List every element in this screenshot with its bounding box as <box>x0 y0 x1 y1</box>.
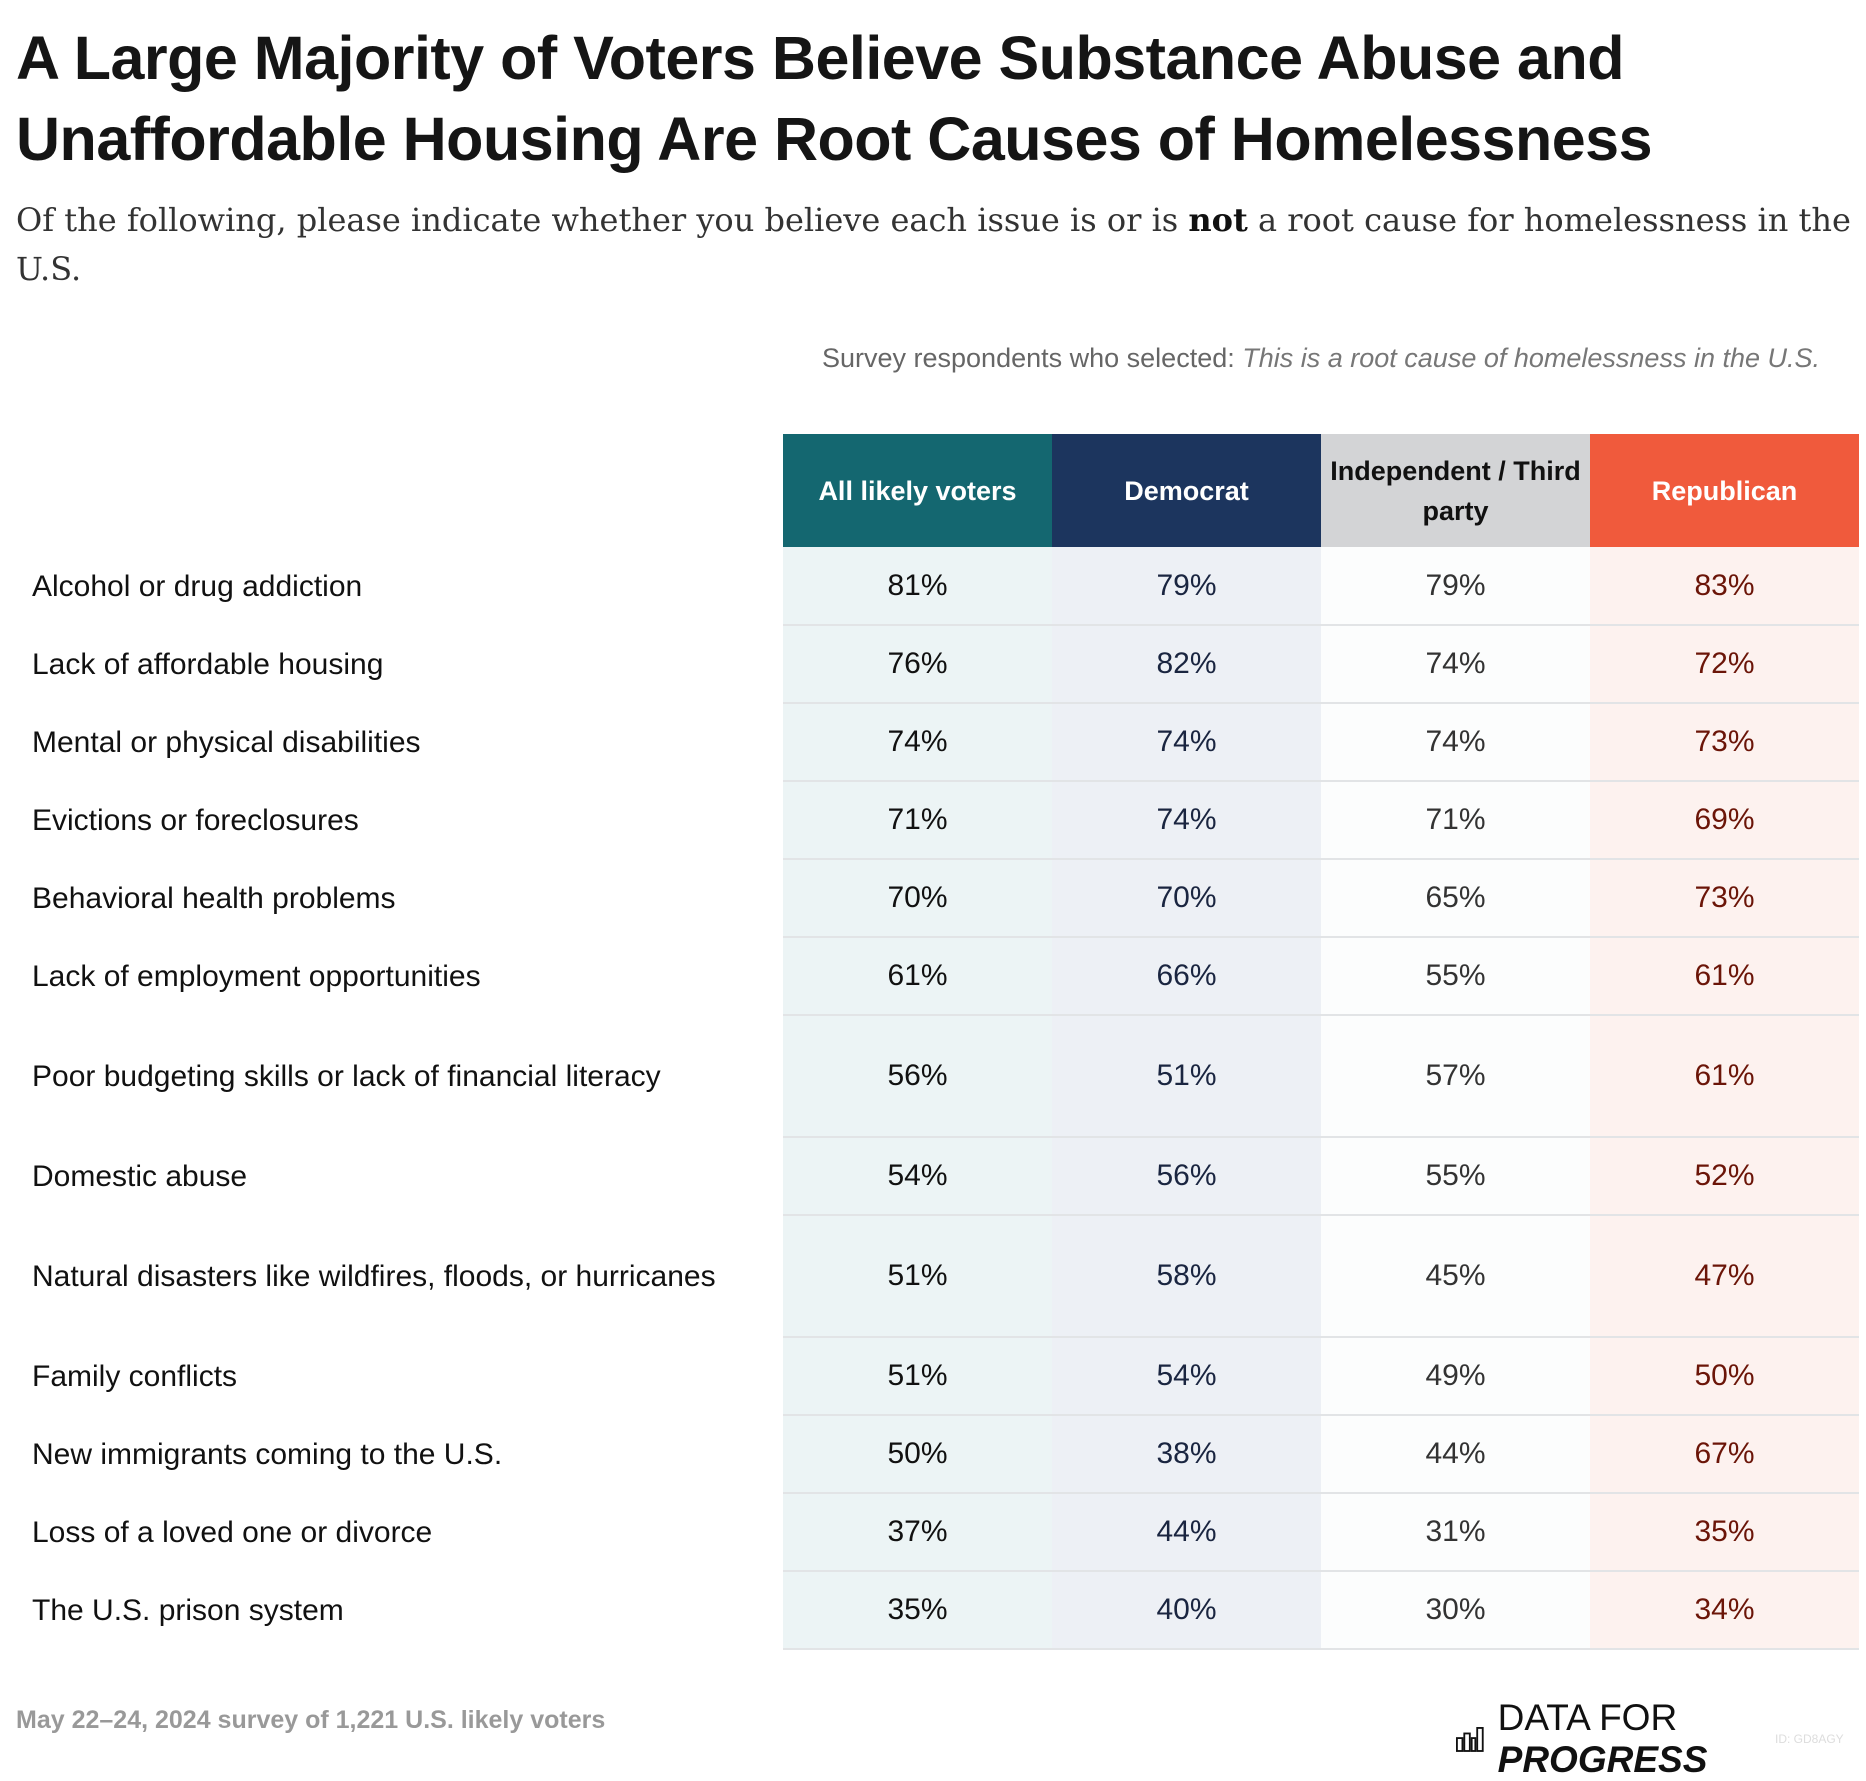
chart-title: A Large Majority of Voters Believe Subst… <box>16 24 1653 173</box>
cell-ind: 49% <box>1321 1337 1590 1416</box>
cell-dem: 56% <box>1052 1137 1321 1216</box>
subtitle-text: Of the following, please indicate whethe… <box>16 201 1189 239</box>
row-label: Lack of affordable housing <box>16 625 783 703</box>
table-row: Lack of affordable housing 76% 82% 74% 72% <box>16 625 1859 704</box>
table-row: Evictions or foreclosures 71% 74% 71% 69% <box>16 781 1859 860</box>
row-label: New immigrants coming to the U.S. <box>16 1415 783 1493</box>
table-row: Poor budgeting skills or lack of financi… <box>16 1015 1859 1138</box>
row-label: Poor budgeting skills or lack of financi… <box>16 1015 783 1137</box>
cell-all: 56% <box>783 1015 1052 1138</box>
table-row: Loss of a loved one or divorce 37% 44% 31% 3… <box>16 1493 1859 1572</box>
cell-ind: 57% <box>1321 1015 1590 1138</box>
table-row: Lack of employment opportunities 61% 66% 55… <box>16 937 1859 1016</box>
logo-text-a: DATA FOR <box>1497 1697 1678 1738</box>
table-row: New immigrants coming to the U.S. 50% 38% 4… <box>16 1415 1859 1494</box>
cell-ind: 55% <box>1321 937 1590 1016</box>
cell-dem: 58% <box>1052 1215 1321 1338</box>
table-row: The U.S. prison system 35% 40% 30% 34% <box>16 1571 1859 1650</box>
cell-dem: 40% <box>1052 1571 1321 1650</box>
cell-all: 54% <box>783 1137 1052 1216</box>
cell-ind: 55% <box>1321 1137 1590 1216</box>
table-row: Mental or physical disabilities 74% 74% 74%… <box>16 703 1859 782</box>
row-label: Domestic abuse <box>16 1137 783 1215</box>
cell-all: 81% <box>783 547 1052 626</box>
cell-rep: 73% <box>1590 859 1859 938</box>
cell-ind: 79% <box>1321 547 1590 626</box>
row-label: Natural disasters like wildfires, floods… <box>16 1215 783 1337</box>
row-label: Mental or physical disabilities <box>16 703 783 781</box>
row-label: The U.S. prison system <box>16 1571 783 1649</box>
cell-dem: 51% <box>1052 1015 1321 1138</box>
cell-dem: 79% <box>1052 547 1321 626</box>
cell-ind: 44% <box>1321 1415 1590 1494</box>
cell-rep: 34% <box>1590 1571 1859 1650</box>
blank-header <box>16 434 783 547</box>
cell-dem: 74% <box>1052 781 1321 860</box>
cell-all: 35% <box>783 1571 1052 1650</box>
cell-rep: 73% <box>1590 703 1859 782</box>
row-label: Evictions or foreclosures <box>16 781 783 859</box>
note-text: Survey respondents who selected: <box>821 343 1243 373</box>
cell-ind: 74% <box>1321 703 1590 782</box>
column-note: Survey respondents who selected: This is… <box>783 338 1859 378</box>
chart-subtitle: Of the following, please indicate whethe… <box>16 196 1856 294</box>
row-label: Loss of a loved one or divorce <box>16 1493 783 1571</box>
note-italic: This is a root cause of homelessness in … <box>1242 343 1821 373</box>
cell-ind: 65% <box>1321 859 1590 938</box>
row-label: Alcohol or drug addiction <box>16 547 783 625</box>
cell-rep: 61% <box>1590 937 1859 1016</box>
row-label: Behavioral health problems <box>16 859 783 937</box>
cell-all: 71% <box>783 781 1052 860</box>
cell-all: 51% <box>783 1337 1052 1416</box>
cell-all: 70% <box>783 859 1052 938</box>
cell-dem: 82% <box>1052 625 1321 704</box>
cell-rep: 72% <box>1590 625 1859 704</box>
table-row: Alcohol or drug addiction 81% 79% 79% 83% <box>16 547 1859 626</box>
cell-rep: 67% <box>1590 1415 1859 1494</box>
table-row: Domestic abuse 54% 56% 55% 52% <box>16 1137 1859 1216</box>
cell-rep: 50% <box>1590 1337 1859 1416</box>
cell-ind: 30% <box>1321 1571 1590 1650</box>
column-header-all: All likely voters <box>783 434 1052 547</box>
table-row: Family conflicts 51% 54% 49% 50% <box>16 1337 1859 1416</box>
cell-dem: 38% <box>1052 1415 1321 1494</box>
cell-all: 37% <box>783 1493 1052 1572</box>
logo-text-b: PROGRESS <box>1497 1739 1708 1780</box>
cell-all: 74% <box>783 703 1052 782</box>
cell-rep: 47% <box>1590 1215 1859 1338</box>
row-label: Family conflicts <box>16 1337 783 1415</box>
cell-all: 50% <box>783 1415 1052 1494</box>
cell-rep: 83% <box>1590 547 1859 626</box>
cell-dem: 70% <box>1052 859 1321 938</box>
column-header-rep: Republican <box>1590 434 1859 547</box>
cell-all: 76% <box>783 625 1052 704</box>
table-row: Natural disasters like wildfires, floods… <box>16 1215 1859 1338</box>
cell-rep: 52% <box>1590 1137 1859 1216</box>
cell-rep: 35% <box>1590 1493 1859 1572</box>
cell-ind: 45% <box>1321 1215 1590 1338</box>
cell-dem: 66% <box>1052 937 1321 1016</box>
cell-rep: 61% <box>1590 1015 1859 1138</box>
cell-all: 61% <box>783 937 1052 1016</box>
bar-chart-icon <box>1456 1727 1484 1752</box>
cell-rep: 69% <box>1590 781 1859 860</box>
column-header-dem: Democrat <box>1052 434 1321 547</box>
chart-id: ID: GD8AGY <box>1775 1732 1844 1746</box>
cell-dem: 44% <box>1052 1493 1321 1572</box>
subtitle-text-end: a root cause for homelessness in the U.S… <box>16 201 1851 288</box>
cell-dem: 54% <box>1052 1337 1321 1416</box>
source-note: May 22–24, 2024 survey of 1,221 U.S. lik… <box>16 1706 606 1734</box>
subtitle-bold: not <box>1188 201 1248 239</box>
cell-ind: 31% <box>1321 1493 1590 1572</box>
table-row: Behavioral health problems 70% 70% 65% 73% <box>16 859 1859 938</box>
cell-ind: 71% <box>1321 781 1590 860</box>
cell-ind: 74% <box>1321 625 1590 704</box>
cell-all: 51% <box>783 1215 1052 1338</box>
row-label: Lack of employment opportunities <box>16 937 783 1015</box>
cell-dem: 74% <box>1052 703 1321 782</box>
column-header-ind: Independent / Third party <box>1321 434 1590 547</box>
results-table: All likely voters Democrat Independent / T… <box>16 434 1859 1650</box>
